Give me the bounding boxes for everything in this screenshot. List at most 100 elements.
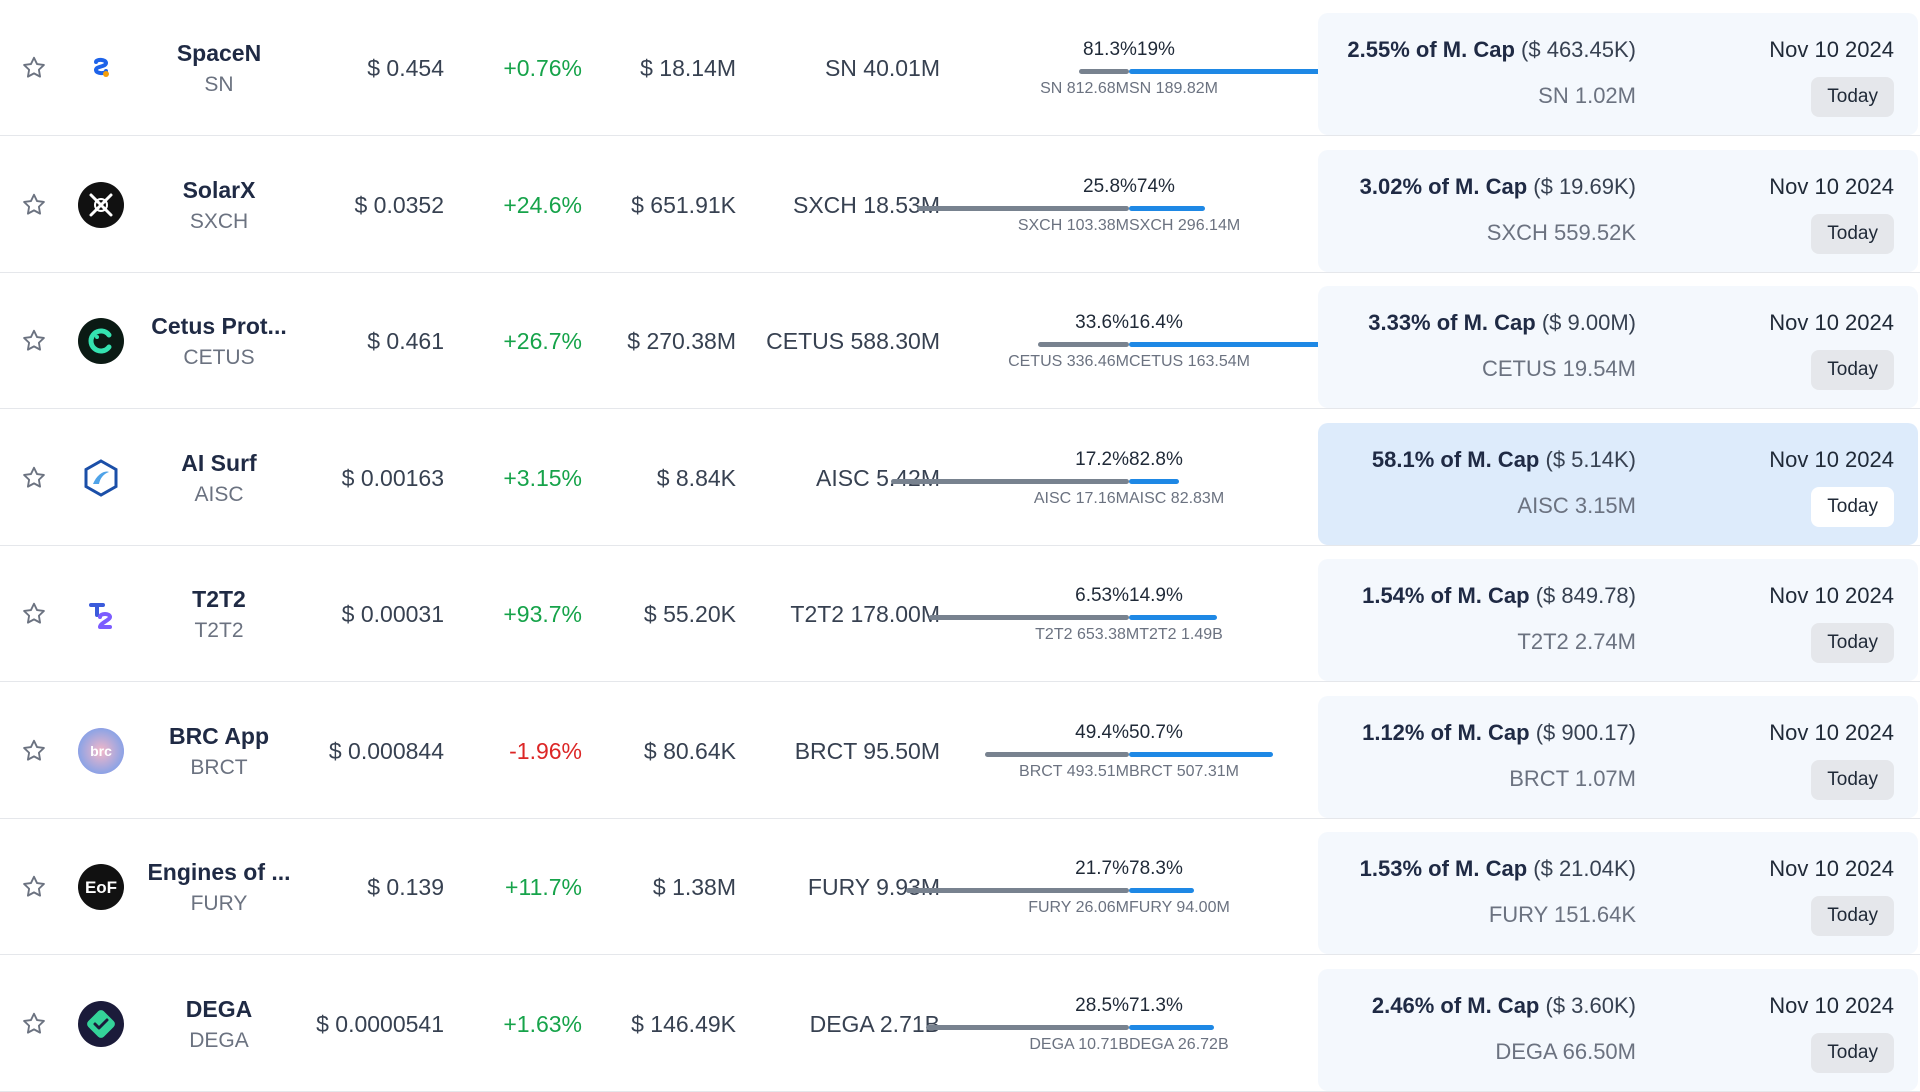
locked-percent: 14.9% [1129, 584, 1183, 606]
today-badge[interactable]: Today [1811, 623, 1894, 663]
token-name[interactable]: BRC App [168, 722, 270, 749]
token-name-cell[interactable]: SpaceN SN [134, 0, 304, 136]
spacen-logo-icon[interactable] [78, 0, 124, 136]
solarx-logo-icon[interactable] [78, 137, 124, 273]
token-name[interactable]: T2T2 [192, 585, 246, 612]
svg-text:EoF: EoF [85, 878, 117, 897]
favorite-star-icon[interactable] [18, 410, 50, 546]
table-row[interactable]: T2T2 T2T2 $ 0.00031 +93.7% $ 55.20K T2T2… [0, 546, 1920, 682]
unlock-progress: 17.2% 82.8% AISC 17.16M AISC 82.83M [891, 410, 1276, 546]
fury-logo-icon[interactable]: EoF [78, 819, 124, 955]
t2t2-logo-icon[interactable] [78, 546, 124, 682]
token-name-cell[interactable]: T2T2 T2T2 [134, 546, 304, 682]
unlocked-bar-segment [1129, 205, 1205, 211]
token-name-cell[interactable]: AI Surf AISC [134, 410, 304, 546]
unlock-progress: 28.5% 71.3% DEGA 10.71B DEGA 26.72B [926, 956, 1276, 1092]
brc-logo-icon[interactable]: brc [78, 683, 124, 819]
today-badge[interactable]: Today [1811, 1033, 1894, 1073]
price-change-24h: +0.76% [503, 54, 582, 81]
locked-amount: BRCT 507.31M [1129, 762, 1239, 780]
table-row[interactable]: SpaceN SN $ 0.454 +0.76% $ 18.14M SN 40.… [0, 0, 1920, 136]
locked-amount: CETUS 163.54M [1129, 352, 1250, 370]
table-row[interactable]: Cetus Prot... CETUS $ 0.461 +26.7% $ 270… [0, 273, 1920, 409]
favorite-star-icon[interactable] [18, 819, 50, 955]
cetus-logo-icon[interactable] [78, 273, 124, 409]
favorite-star-icon[interactable] [18, 0, 50, 136]
next-unlock-date: Nov 10 2024 [1769, 37, 1894, 62]
favorite-star-icon[interactable] [18, 137, 50, 273]
next-unlock-percent: 1.54% of M. Cap ($ 849.78) [1362, 583, 1636, 608]
table-row[interactable]: DEGA DEGA $ 0.0000541 +1.63% $ 146.49K D… [0, 956, 1920, 1092]
circulating-supply: AISC 5.42M [816, 464, 940, 491]
next-unlock-card[interactable]: 2.55% of M. Cap ($ 463.45K) SN 1.02M Nov… [1318, 13, 1918, 135]
token-symbol: BRCT [190, 755, 248, 779]
token-name[interactable]: AI Surf [181, 449, 257, 476]
table-row[interactable]: AI Surf AISC $ 0.00163 +3.15% $ 8.84K AI… [0, 410, 1920, 546]
table-row[interactable]: SolarX SXCH $ 0.0352 +24.6% $ 651.91K SX… [0, 137, 1920, 273]
price-change-24h: +1.63% [503, 1010, 582, 1037]
next-unlock-card[interactable]: 1.12% of M. Cap ($ 900.17) BRCT 1.07M No… [1318, 696, 1918, 818]
favorite-star-icon[interactable] [18, 956, 50, 1092]
next-unlock-percent: 2.55% of M. Cap ($ 463.45K) [1347, 37, 1636, 62]
volume-24h: $ 55.20K [643, 600, 736, 627]
today-badge[interactable]: Today [1811, 214, 1894, 254]
today-badge[interactable]: Today [1811, 760, 1894, 800]
unlocked-percent: 28.5% [1075, 994, 1129, 1016]
table-row[interactable]: brc BRC App BRCT $ 0.000844 -1.96% $ 80.… [0, 683, 1920, 819]
volume-24h: $ 18.14M [640, 54, 736, 81]
unlock-progress: 21.7% 78.3% FURY 26.06M FURY 94.00M [906, 819, 1276, 955]
token-name-cell[interactable]: BRC App BRCT [134, 683, 304, 819]
price-change-24h: +3.15% [503, 464, 582, 491]
unlocked-amount: SXCH 103.38M [1017, 216, 1129, 234]
locked-bar-segment [985, 751, 1129, 757]
token-name[interactable]: DEGA [185, 995, 253, 1022]
token-name-cell[interactable]: Cetus Prot... CETUS [134, 273, 304, 409]
locked-amount: SN 189.82M [1129, 79, 1218, 97]
favorite-star-icon[interactable] [18, 273, 50, 409]
token-name-cell[interactable]: Engines of ... FURY [134, 819, 304, 955]
locked-bar-segment [891, 478, 1129, 484]
today-badge[interactable]: Today [1811, 77, 1894, 117]
locked-percent: 16.4% [1129, 311, 1183, 333]
aisurf-logo-icon[interactable] [78, 410, 124, 546]
unlocked-amount: AISC 17.16M [1033, 489, 1129, 507]
unlocked-bar-segment [1129, 68, 1367, 74]
next-unlock-card[interactable]: 3.02% of M. Cap ($ 19.69K) SXCH 559.52K … [1318, 150, 1918, 272]
token-name[interactable]: Cetus Prot... [151, 312, 287, 339]
locked-bar-segment [917, 205, 1129, 211]
price-change-24h: -1.96% [509, 737, 582, 764]
table-row[interactable]: EoF Engines of ... FURY $ 0.139 +11.7% $… [0, 819, 1920, 955]
next-unlock-percent: 3.33% of M. Cap ($ 9.00M) [1368, 310, 1636, 335]
next-unlock-amount: AISC 3.15M [1517, 493, 1636, 518]
next-unlock-card[interactable]: 2.46% of M. Cap ($ 3.60K) DEGA 66.50M No… [1318, 969, 1918, 1091]
token-name[interactable]: SolarX [182, 176, 256, 203]
favorite-star-icon[interactable] [18, 546, 50, 682]
token-price: $ 0.000844 [328, 737, 444, 764]
unlock-progress: 33.6% 16.4% CETUS 336.46M CETUS 163.54M [982, 273, 1326, 409]
volume-24h: $ 651.91K [631, 191, 736, 218]
token-name[interactable]: Engines of ... [147, 858, 291, 885]
next-unlock-date: Nov 10 2024 [1769, 856, 1894, 881]
token-name[interactable]: SpaceN [176, 39, 262, 66]
favorite-star-icon[interactable] [18, 683, 50, 819]
unlocked-percent: 33.6% [1075, 311, 1129, 333]
today-badge[interactable]: Today [1811, 487, 1894, 527]
token-name-cell[interactable]: SolarX SXCH [134, 137, 304, 273]
locked-amount: FURY 94.00M [1129, 898, 1230, 916]
unlocked-amount: DEGA 10.71B [1029, 1035, 1129, 1053]
next-unlock-date: Nov 10 2024 [1769, 583, 1894, 608]
next-unlock-card[interactable]: 3.33% of M. Cap ($ 9.00M) CETUS 19.54M N… [1318, 286, 1918, 408]
next-unlock-card[interactable]: 58.1% of M. Cap ($ 5.14K) AISC 3.15M Nov… [1318, 423, 1918, 545]
dega-logo-icon[interactable] [78, 956, 124, 1092]
unlocked-percent: 25.8% [1083, 175, 1137, 197]
next-unlock-card[interactable]: 1.53% of M. Cap ($ 21.04K) FURY 151.64K … [1318, 832, 1918, 954]
today-badge[interactable]: Today [1811, 350, 1894, 390]
token-name-cell[interactable]: DEGA DEGA [134, 956, 304, 1092]
volume-24h: $ 270.38M [627, 327, 736, 354]
today-badge[interactable]: Today [1811, 896, 1894, 936]
token-price: $ 0.461 [367, 327, 444, 354]
next-unlock-percent: 1.12% of M. Cap ($ 900.17) [1362, 720, 1636, 745]
next-unlock-card[interactable]: 1.54% of M. Cap ($ 849.78) T2T2 2.74M No… [1318, 559, 1918, 681]
token-symbol: DEGA [189, 1028, 249, 1052]
